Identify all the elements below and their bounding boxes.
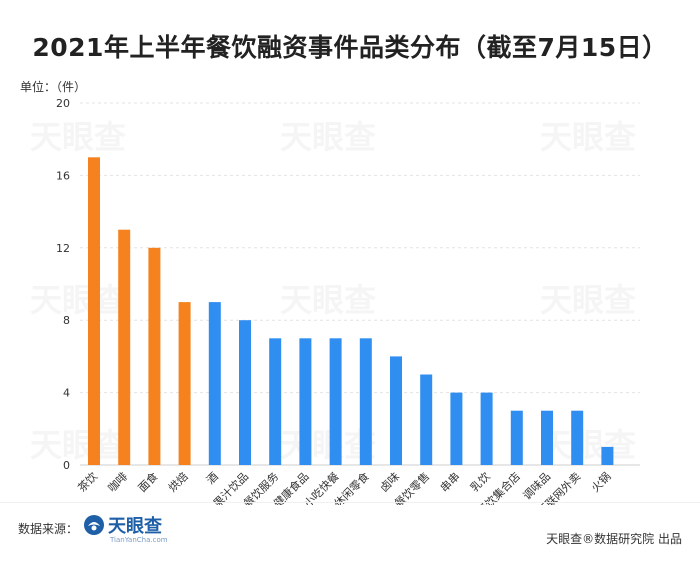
bar xyxy=(390,356,402,465)
bar xyxy=(269,338,282,465)
y-tick-label: 12 xyxy=(56,242,70,255)
y-tick-label: 8 xyxy=(63,314,70,327)
y-tick-label: 4 xyxy=(63,387,70,400)
bar xyxy=(571,410,584,465)
credit-text: 天眼查®数据研究院 出品 xyxy=(546,532,682,546)
x-tick-label: 卤味 xyxy=(377,470,402,495)
bar xyxy=(178,302,191,465)
x-tick-label: 酒 xyxy=(204,470,221,487)
logo-text: 天眼查 xyxy=(108,516,162,537)
unit-label: 单位：（件） xyxy=(20,80,87,94)
bar xyxy=(450,392,463,465)
chart-title: 2021年上半年餐饮融资事件品类分布（截至7月15日） xyxy=(32,33,668,62)
footer-divider xyxy=(0,502,700,503)
source-label: 数据来源： xyxy=(18,522,79,536)
x-tick-label: 串串 xyxy=(438,470,463,495)
bar xyxy=(420,374,433,465)
bar xyxy=(601,446,614,465)
bar xyxy=(359,338,372,465)
logo-subtext: TianYanCha.com xyxy=(110,536,168,544)
bar xyxy=(541,410,553,465)
y-tick-label: 20 xyxy=(56,97,70,110)
bar xyxy=(510,410,523,465)
x-tick-label: 茶饮 xyxy=(75,470,100,495)
x-tick-label: 面食 xyxy=(135,469,160,494)
y-tick-label: 16 xyxy=(56,169,70,182)
bar xyxy=(480,392,493,465)
x-tick-label: 咖啡 xyxy=(105,469,130,494)
bar xyxy=(239,320,251,465)
bar xyxy=(118,229,131,465)
x-tick-label: 火锅 xyxy=(589,470,614,495)
y-tick-label: 0 xyxy=(63,459,70,472)
x-tick-label: 乳饮 xyxy=(468,470,493,495)
x-tick-label: 烘焙 xyxy=(165,469,190,494)
bar xyxy=(148,247,161,465)
bar xyxy=(299,338,312,465)
logo-icon xyxy=(84,515,104,535)
bar xyxy=(88,157,100,466)
bar xyxy=(208,302,221,465)
bar xyxy=(329,338,342,465)
tianyancha-logo: 天眼查 xyxy=(83,512,162,538)
